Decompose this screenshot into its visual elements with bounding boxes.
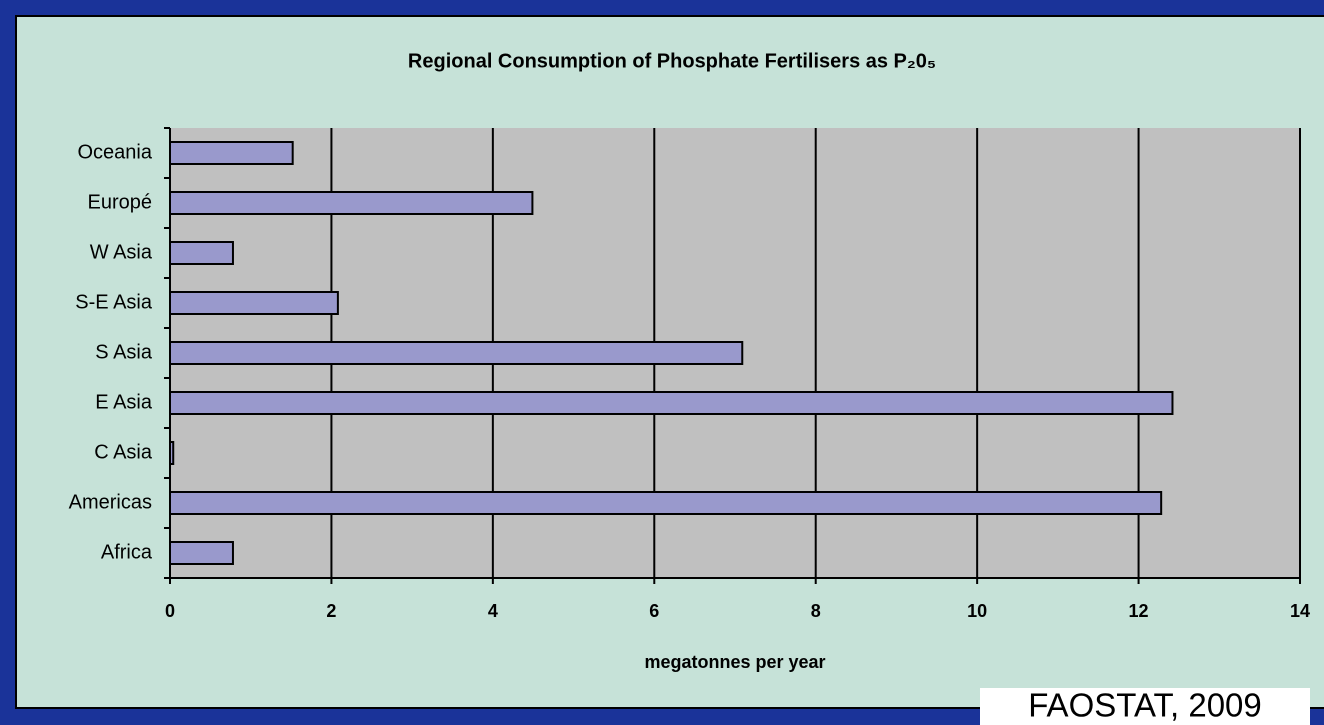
source-box	[980, 688, 1310, 725]
y-tick-label: Europé	[88, 191, 153, 213]
y-tick-label: Oceania	[78, 141, 153, 163]
x-tick-label: 10	[967, 601, 987, 621]
bar	[169, 341, 744, 365]
y-tick-label: Americas	[69, 491, 152, 513]
bar	[169, 441, 175, 465]
bar	[169, 291, 339, 315]
chart-title: Regional Consumption of Phosphate Fertil…	[408, 50, 936, 72]
bar	[169, 391, 1174, 415]
y-tick-label: E Asia	[95, 391, 153, 413]
y-tick-label: S-E Asia	[75, 291, 153, 313]
x-tick-label: 6	[649, 601, 659, 621]
x-tick-label: 2	[326, 601, 336, 621]
x-tick-label: 0	[165, 601, 175, 621]
y-tick-label: C Asia	[94, 441, 153, 463]
x-axis-label: megatonnes per year	[644, 652, 825, 672]
source: FAOSTAT, 2009	[1028, 687, 1262, 724]
x-tick-label: 4	[488, 601, 498, 621]
y-tick-label: Africa	[101, 541, 153, 563]
x-tick-label: 8	[811, 601, 821, 621]
bar	[169, 491, 1163, 515]
x-tick-label: 12	[1129, 601, 1149, 621]
bar	[169, 241, 234, 265]
bar	[169, 191, 534, 215]
y-tick-label: W Asia	[90, 241, 153, 263]
bar	[169, 541, 234, 565]
y-tick-label: S Asia	[95, 341, 153, 363]
x-tick-label: 14	[1290, 601, 1310, 621]
bar	[169, 141, 294, 165]
